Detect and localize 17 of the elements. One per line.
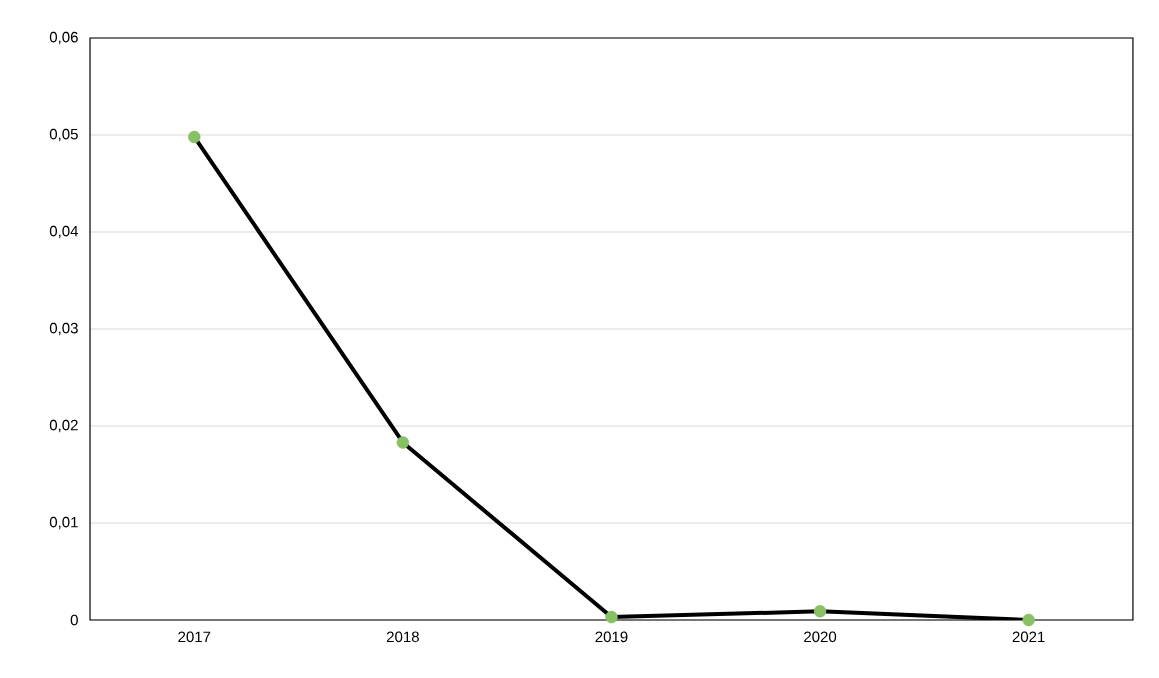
x-tick-label: 2017 [178,631,211,643]
x-tick-label: 2018 [386,631,419,643]
point [396,436,410,449]
y-tick-label: 0,03 [49,322,78,336]
x-tick-label: 2020 [804,631,837,643]
x-tick-label: 2019 [595,631,628,643]
point [1022,613,1035,627]
y-tick-label: 0,01 [49,516,78,530]
y-tick-label: 0,06 [49,31,78,45]
point [605,610,618,624]
y-tick-label: 0,04 [49,225,79,239]
point [188,130,201,144]
y-tick-label: 0 [70,614,78,626]
x-tick-label: 2021 [1012,631,1045,643]
point [813,605,827,618]
y-tick-label: 0,02 [49,419,78,433]
y-tick-label: 0,05 [49,128,78,142]
